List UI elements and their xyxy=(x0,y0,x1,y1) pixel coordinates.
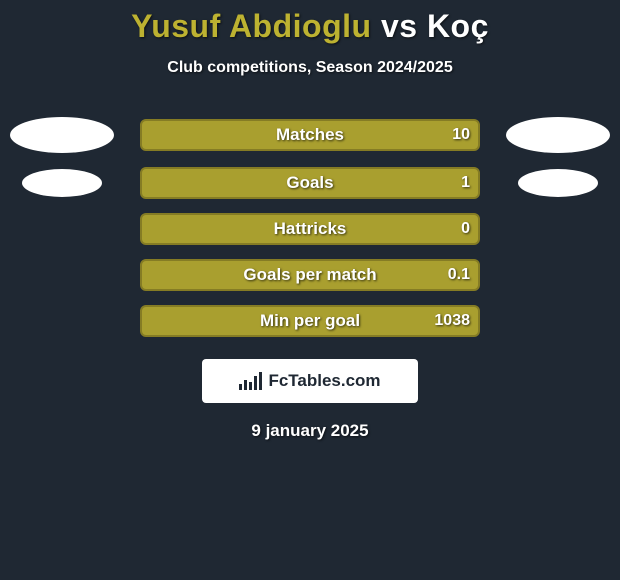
stat-bar: Min per goal1038 xyxy=(140,305,480,337)
stat-value-right: 0.1 xyxy=(448,259,470,291)
title-vs: vs xyxy=(381,8,418,44)
page-title: Yusuf Abdioglu vs Koç xyxy=(0,8,620,45)
stat-label: Goals per match xyxy=(140,259,480,291)
stat-value-right: 1038 xyxy=(434,305,470,337)
stat-row: Matches10 xyxy=(0,117,620,153)
stat-bar: Matches10 xyxy=(140,119,480,151)
player2-name: Koç xyxy=(427,8,489,44)
brand-logo[interactable]: FcTables.com xyxy=(202,359,418,403)
date-label: 9 january 2025 xyxy=(0,421,620,441)
subtitle: Club competitions, Season 2024/2025 xyxy=(0,59,620,77)
stat-value-right: 1 xyxy=(461,167,470,199)
stat-bar: Hattricks0 xyxy=(140,213,480,245)
stat-label: Matches xyxy=(140,119,480,151)
stats-rows: Matches10Goals1Hattricks0Goals per match… xyxy=(0,117,620,337)
chart-bar-icon xyxy=(239,372,262,390)
stat-bar: Goals per match0.1 xyxy=(140,259,480,291)
brand-text: FcTables.com xyxy=(268,371,380,391)
stat-row: Goals per match0.1 xyxy=(0,259,620,291)
stat-value-right: 10 xyxy=(452,119,470,151)
stat-label: Hattricks xyxy=(140,213,480,245)
comparison-card: Yusuf Abdioglu vs Koç Club competitions,… xyxy=(0,0,620,441)
stat-bar: Goals1 xyxy=(140,167,480,199)
stat-row: Hattricks0 xyxy=(0,213,620,245)
stat-label: Goals xyxy=(140,167,480,199)
stat-label: Min per goal xyxy=(140,305,480,337)
stat-row: Min per goal1038 xyxy=(0,305,620,337)
side-oval xyxy=(10,117,114,153)
stat-value-right: 0 xyxy=(461,213,470,245)
side-oval xyxy=(22,169,102,197)
stat-row: Goals1 xyxy=(0,167,620,199)
side-oval xyxy=(506,117,610,153)
player1-name: Yusuf Abdioglu xyxy=(131,8,371,44)
side-oval xyxy=(518,169,598,197)
